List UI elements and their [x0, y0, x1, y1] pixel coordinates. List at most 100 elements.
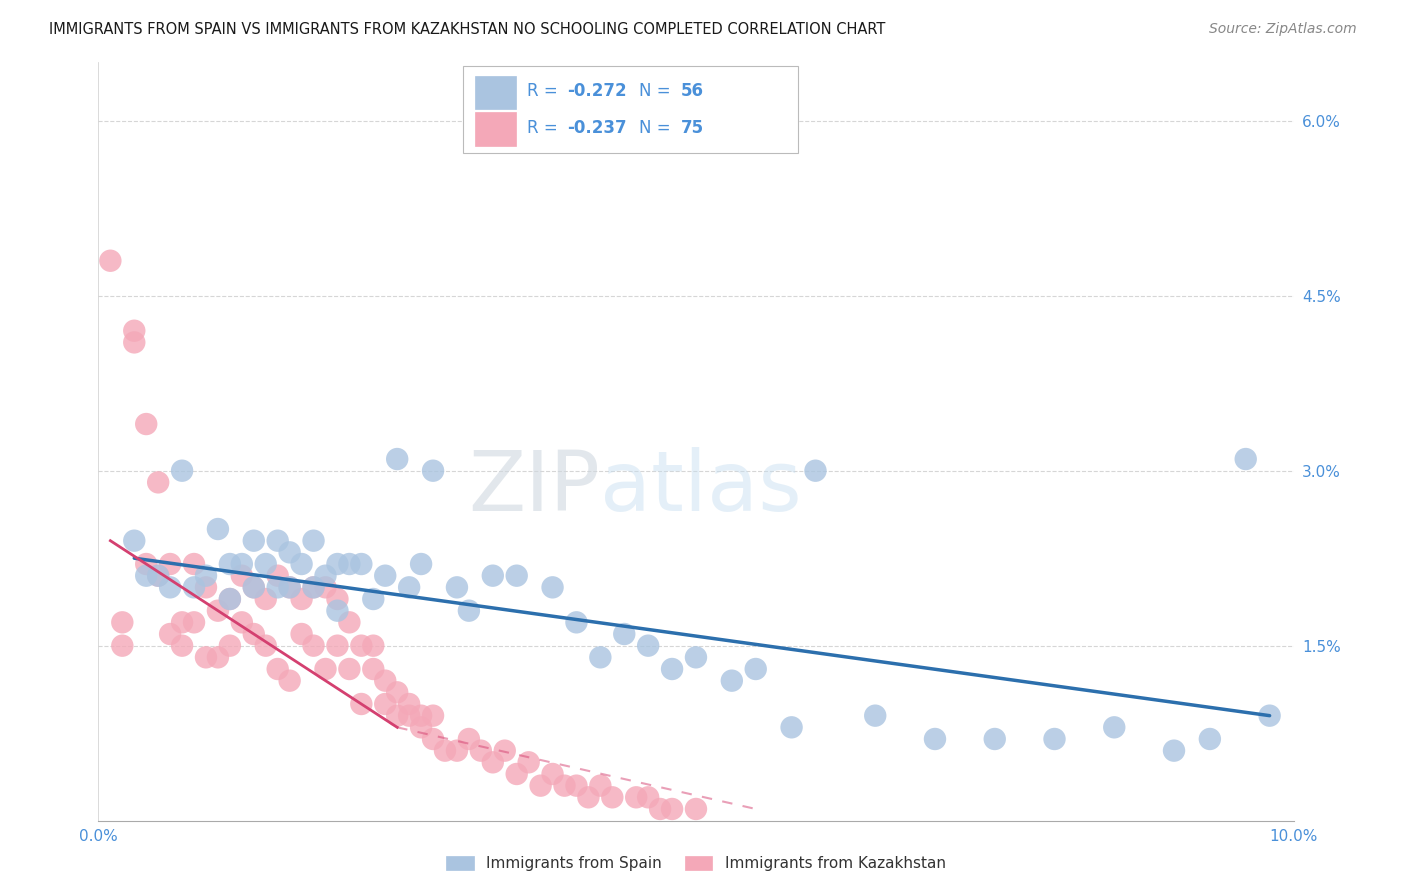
- Point: [124, 533, 146, 548]
- Point: [482, 756, 505, 770]
- Point: [326, 639, 349, 653]
- FancyBboxPatch shape: [475, 112, 516, 145]
- Legend: Immigrants from Spain, Immigrants from Kazakhstan: Immigrants from Spain, Immigrants from K…: [440, 850, 952, 878]
- Point: [195, 568, 218, 582]
- Point: [602, 790, 624, 805]
- Point: [650, 802, 672, 816]
- Point: [363, 639, 385, 653]
- Point: [231, 557, 253, 571]
- Point: [315, 662, 337, 676]
- FancyBboxPatch shape: [463, 66, 797, 153]
- Point: [219, 592, 242, 607]
- Point: [398, 708, 420, 723]
- Text: 56: 56: [681, 82, 703, 100]
- Point: [398, 580, 420, 594]
- Point: [865, 708, 887, 723]
- Point: [267, 568, 290, 582]
- Point: [565, 615, 588, 630]
- Point: [363, 662, 385, 676]
- Point: [278, 673, 301, 688]
- Point: [111, 615, 134, 630]
- Point: [207, 604, 229, 618]
- Point: [613, 627, 636, 641]
- Point: [385, 452, 409, 467]
- Point: [254, 592, 277, 607]
- Point: [124, 324, 146, 338]
- FancyBboxPatch shape: [475, 76, 516, 110]
- Point: [219, 639, 242, 653]
- Point: [411, 557, 433, 571]
- Point: [315, 568, 337, 582]
- Point: [374, 568, 396, 582]
- Point: [363, 592, 385, 607]
- Point: [446, 580, 468, 594]
- Point: [661, 802, 683, 816]
- Point: [183, 580, 205, 594]
- Point: [411, 720, 433, 734]
- Point: [1163, 744, 1185, 758]
- Point: [219, 557, 242, 571]
- Point: [172, 639, 194, 653]
- Point: [148, 568, 170, 582]
- Point: [267, 580, 290, 594]
- Point: [685, 650, 707, 665]
- Point: [159, 580, 181, 594]
- Point: [530, 779, 553, 793]
- Point: [267, 662, 290, 676]
- Point: [98, 253, 122, 268]
- Point: [350, 697, 373, 711]
- Point: [243, 533, 266, 548]
- Point: [434, 744, 457, 758]
- Text: 75: 75: [681, 119, 703, 136]
- Point: [398, 697, 420, 711]
- Point: [278, 545, 301, 559]
- Point: [326, 604, 349, 618]
- Point: [207, 650, 229, 665]
- Point: [231, 568, 253, 582]
- Point: [183, 615, 205, 630]
- Point: [637, 790, 659, 805]
- Point: [541, 580, 564, 594]
- Point: [506, 568, 529, 582]
- Point: [339, 615, 361, 630]
- Point: [254, 639, 277, 653]
- Point: [195, 650, 218, 665]
- Point: [554, 779, 576, 793]
- Point: [458, 731, 481, 746]
- Point: [159, 627, 181, 641]
- Point: [302, 639, 325, 653]
- Point: [745, 662, 768, 676]
- Point: [374, 673, 396, 688]
- Point: [291, 627, 314, 641]
- Text: N =: N =: [638, 119, 675, 136]
- Point: [315, 580, 337, 594]
- Point: [326, 557, 349, 571]
- Point: [111, 639, 134, 653]
- Point: [135, 568, 157, 582]
- Point: [291, 557, 314, 571]
- Point: [326, 592, 349, 607]
- Point: [804, 464, 827, 478]
- Point: [231, 615, 253, 630]
- Text: ZIP: ZIP: [468, 447, 600, 527]
- Point: [385, 708, 409, 723]
- Point: [422, 708, 444, 723]
- Text: R =: R =: [527, 82, 564, 100]
- Point: [589, 779, 612, 793]
- Point: [302, 580, 325, 594]
- Point: [385, 685, 409, 699]
- Point: [148, 475, 170, 490]
- Point: [1234, 452, 1257, 467]
- Point: [446, 744, 468, 758]
- Text: -0.237: -0.237: [567, 119, 627, 136]
- Point: [124, 335, 146, 350]
- Point: [172, 615, 194, 630]
- Point: [661, 662, 683, 676]
- Point: [159, 557, 181, 571]
- Point: [291, 592, 314, 607]
- Point: [183, 557, 205, 571]
- Point: [1043, 731, 1066, 746]
- Point: [195, 580, 218, 594]
- Point: [780, 720, 803, 734]
- Point: [494, 744, 516, 758]
